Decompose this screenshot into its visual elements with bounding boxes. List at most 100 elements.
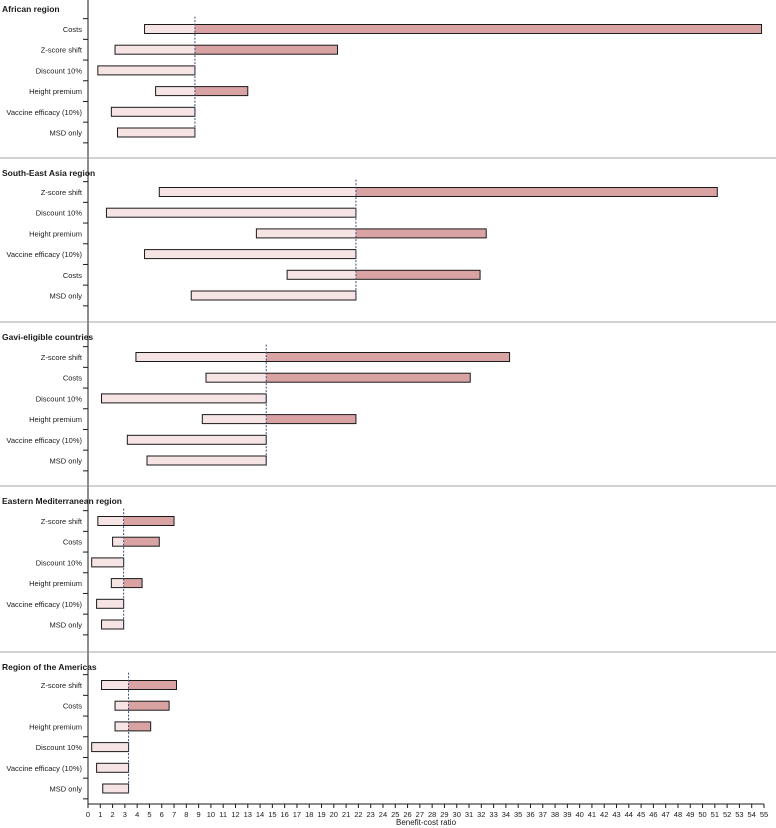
x-tick-label: 16 xyxy=(280,810,288,819)
bar-below-base xyxy=(256,228,356,238)
x-tick-label: 1 xyxy=(98,810,102,819)
bar-above-base xyxy=(266,373,471,383)
x-tick-label: 9 xyxy=(197,810,201,819)
x-tick-label: 26 xyxy=(403,810,411,819)
x-tick-label: 7 xyxy=(172,810,176,819)
x-tick-label: 53 xyxy=(735,810,743,819)
bar-below-base xyxy=(202,414,267,424)
row-label: Height premium xyxy=(29,87,82,96)
x-tick-label: 14 xyxy=(256,810,264,819)
row-label: MSD only xyxy=(49,129,82,138)
panel-title: South-East Asia region xyxy=(2,168,95,178)
row-label: Height premium xyxy=(29,229,82,238)
bar-above-base xyxy=(128,721,151,731)
row-label: Z-score shift xyxy=(41,188,83,197)
bar-below-base xyxy=(159,187,356,197)
row-label: MSD only xyxy=(49,292,82,301)
x-tick-label: 37 xyxy=(539,810,547,819)
x-tick-label: 50 xyxy=(698,810,706,819)
bar-below-base xyxy=(102,784,129,793)
row-label: Z-score shift xyxy=(41,353,83,362)
x-tick-label: 35 xyxy=(514,810,522,819)
row-label: Vaccine efficacy (10%) xyxy=(6,764,82,773)
row-label: Height premium xyxy=(29,579,82,588)
x-tick-label: 54 xyxy=(748,810,756,819)
x-tick-label: 29 xyxy=(440,810,448,819)
x-tick-label: 47 xyxy=(662,810,670,819)
bar-below-base xyxy=(97,516,124,526)
bar-outline xyxy=(97,516,175,526)
x-tick-label: 28 xyxy=(428,810,436,819)
bar-below-base xyxy=(144,249,356,259)
row-label: Height premium xyxy=(29,415,82,424)
x-tick-label: 55 xyxy=(760,810,768,819)
bar-below-base xyxy=(115,721,129,731)
bar-outline xyxy=(114,721,152,732)
x-tick-label: 4 xyxy=(135,810,139,819)
row-label: Discount 10% xyxy=(36,394,83,403)
x-tick-label: 46 xyxy=(649,810,657,819)
x-tick-label: 12 xyxy=(231,810,239,819)
bar-below-base xyxy=(112,537,124,547)
x-tick-label: 27 xyxy=(416,810,424,819)
bar-below-base xyxy=(96,763,129,773)
row-label: Vaccine efficacy (10%) xyxy=(6,436,82,445)
row-label: Height premium xyxy=(29,722,82,731)
x-tick-label: 49 xyxy=(686,810,694,819)
bar-outline xyxy=(112,536,160,547)
row-label: MSD only xyxy=(49,457,82,466)
x-tick-label: 6 xyxy=(160,810,164,819)
bar-below-base xyxy=(115,701,129,711)
bar-outline xyxy=(158,187,718,197)
bar-below-base xyxy=(117,128,195,137)
panel-title: Eastern Mediterranean region xyxy=(2,496,122,506)
x-tick-label: 18 xyxy=(305,810,313,819)
row-label: Z-score shift xyxy=(41,517,83,526)
bar-above-base xyxy=(266,352,510,362)
row-label: Discount 10% xyxy=(36,209,83,218)
panel-title: African region xyxy=(2,4,60,14)
x-tick-label: 20 xyxy=(330,810,338,819)
row-label: MSD only xyxy=(49,621,82,630)
x-tick-label: 30 xyxy=(453,810,461,819)
bar-below-base xyxy=(101,620,124,629)
x-tick-label: 52 xyxy=(723,810,731,819)
row-label: MSD only xyxy=(49,785,82,794)
bar-below-base xyxy=(115,45,195,55)
bar-above-base xyxy=(194,24,762,34)
bar-below-base xyxy=(155,86,195,96)
row-label: Vaccine efficacy (10%) xyxy=(6,108,82,117)
bar-above-base xyxy=(355,270,481,280)
bar-below-base xyxy=(106,208,356,218)
x-tick-label: 33 xyxy=(489,810,497,819)
row-label: Costs xyxy=(63,271,82,280)
bar-outline xyxy=(101,680,177,690)
x-tick-label: 42 xyxy=(600,810,608,819)
row-label: Costs xyxy=(63,25,82,34)
bar-below-base xyxy=(205,373,267,383)
bar-outline xyxy=(201,414,357,425)
bar-outline xyxy=(135,352,511,362)
x-tick-label: 25 xyxy=(391,810,399,819)
x-tick-label: 44 xyxy=(625,810,633,819)
bar-below-base xyxy=(97,65,195,75)
bar-above-base xyxy=(194,45,338,55)
bar-above-base xyxy=(123,578,143,588)
x-tick-label: 31 xyxy=(465,810,473,819)
x-tick-label: 0 xyxy=(86,810,90,819)
x-tick-label: 41 xyxy=(588,810,596,819)
row-label: Vaccine efficacy (10%) xyxy=(6,600,82,609)
bar-below-base xyxy=(127,435,267,445)
bar-outline xyxy=(144,24,763,34)
x-tick-label: 17 xyxy=(293,810,301,819)
x-tick-label: 23 xyxy=(367,810,375,819)
x-tick-label: 51 xyxy=(711,810,719,819)
x-tick-label: 8 xyxy=(184,810,188,819)
row-label: Z-score shift xyxy=(41,681,83,690)
x-tick-label: 40 xyxy=(575,810,583,819)
bar-outline xyxy=(286,269,481,280)
x-tick-label: 48 xyxy=(674,810,682,819)
bar-outline xyxy=(255,228,487,239)
x-tick-label: 3 xyxy=(123,810,127,819)
bar-below-base xyxy=(91,557,124,567)
